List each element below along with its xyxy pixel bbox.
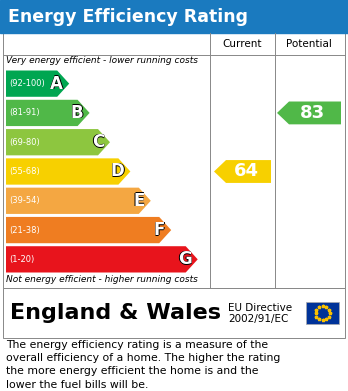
Text: England & Wales: England & Wales bbox=[10, 303, 221, 323]
Bar bbox=[0, 0, 348, 33]
Text: (81-91): (81-91) bbox=[9, 108, 40, 117]
Text: The energy efficiency rating is a measure of the
overall efficiency of a home. T: The energy efficiency rating is a measur… bbox=[6, 340, 280, 389]
Text: A: A bbox=[50, 74, 63, 92]
Bar bbox=[306, 302, 339, 324]
Text: G: G bbox=[178, 250, 192, 268]
Text: Potential: Potential bbox=[286, 39, 332, 49]
Text: C: C bbox=[92, 133, 104, 151]
Text: B: B bbox=[71, 104, 84, 122]
Text: 2002/91/EC: 2002/91/EC bbox=[228, 314, 288, 324]
Text: C: C bbox=[91, 133, 103, 151]
Text: B: B bbox=[71, 104, 83, 122]
Polygon shape bbox=[214, 160, 271, 183]
Text: (92-100): (92-100) bbox=[9, 79, 45, 88]
Text: B: B bbox=[71, 104, 84, 122]
Polygon shape bbox=[6, 129, 110, 155]
Text: G: G bbox=[178, 250, 192, 268]
Text: 64: 64 bbox=[234, 163, 259, 181]
Text: C: C bbox=[92, 133, 104, 151]
Text: F: F bbox=[153, 221, 165, 239]
Polygon shape bbox=[6, 100, 89, 126]
Text: D: D bbox=[111, 163, 124, 181]
Text: E: E bbox=[133, 192, 145, 210]
Text: G: G bbox=[177, 250, 191, 268]
Text: (69-80): (69-80) bbox=[9, 138, 40, 147]
Text: A: A bbox=[50, 75, 63, 93]
Text: EU Directive: EU Directive bbox=[228, 303, 292, 313]
Polygon shape bbox=[6, 217, 171, 243]
Text: F: F bbox=[154, 222, 165, 240]
Text: 83: 83 bbox=[299, 104, 325, 122]
Text: Current: Current bbox=[223, 39, 262, 49]
Polygon shape bbox=[6, 70, 69, 97]
Bar bbox=[3, 33, 345, 288]
Text: G: G bbox=[178, 251, 192, 269]
Text: D: D bbox=[111, 162, 124, 180]
Text: E: E bbox=[133, 192, 145, 210]
Text: (21-38): (21-38) bbox=[9, 226, 40, 235]
Text: A: A bbox=[50, 75, 63, 93]
Text: E: E bbox=[133, 192, 144, 210]
Text: E: E bbox=[134, 192, 145, 210]
Text: A: A bbox=[50, 75, 63, 93]
Text: Very energy efficient - lower running costs: Very energy efficient - lower running co… bbox=[6, 56, 198, 65]
Polygon shape bbox=[6, 246, 198, 273]
Text: (1-20): (1-20) bbox=[9, 255, 34, 264]
Text: E: E bbox=[133, 191, 145, 209]
Text: G: G bbox=[179, 250, 192, 268]
Text: Not energy efficient - higher running costs: Not energy efficient - higher running co… bbox=[6, 275, 198, 284]
Text: B: B bbox=[71, 104, 84, 122]
Text: F: F bbox=[154, 221, 165, 239]
Text: D: D bbox=[111, 163, 125, 181]
Text: (39-54): (39-54) bbox=[9, 196, 40, 205]
Text: C: C bbox=[92, 134, 104, 152]
Polygon shape bbox=[6, 158, 130, 185]
Text: F: F bbox=[154, 221, 166, 239]
Polygon shape bbox=[277, 102, 341, 124]
Polygon shape bbox=[6, 188, 151, 214]
Text: D: D bbox=[110, 163, 124, 181]
Text: F: F bbox=[154, 221, 165, 239]
Text: B: B bbox=[71, 104, 84, 122]
Text: D: D bbox=[111, 163, 124, 181]
Text: A: A bbox=[51, 75, 64, 93]
Text: (55-68): (55-68) bbox=[9, 167, 40, 176]
Bar bbox=[3, 288, 345, 338]
Text: Energy Efficiency Rating: Energy Efficiency Rating bbox=[8, 7, 248, 25]
Text: C: C bbox=[92, 133, 104, 151]
